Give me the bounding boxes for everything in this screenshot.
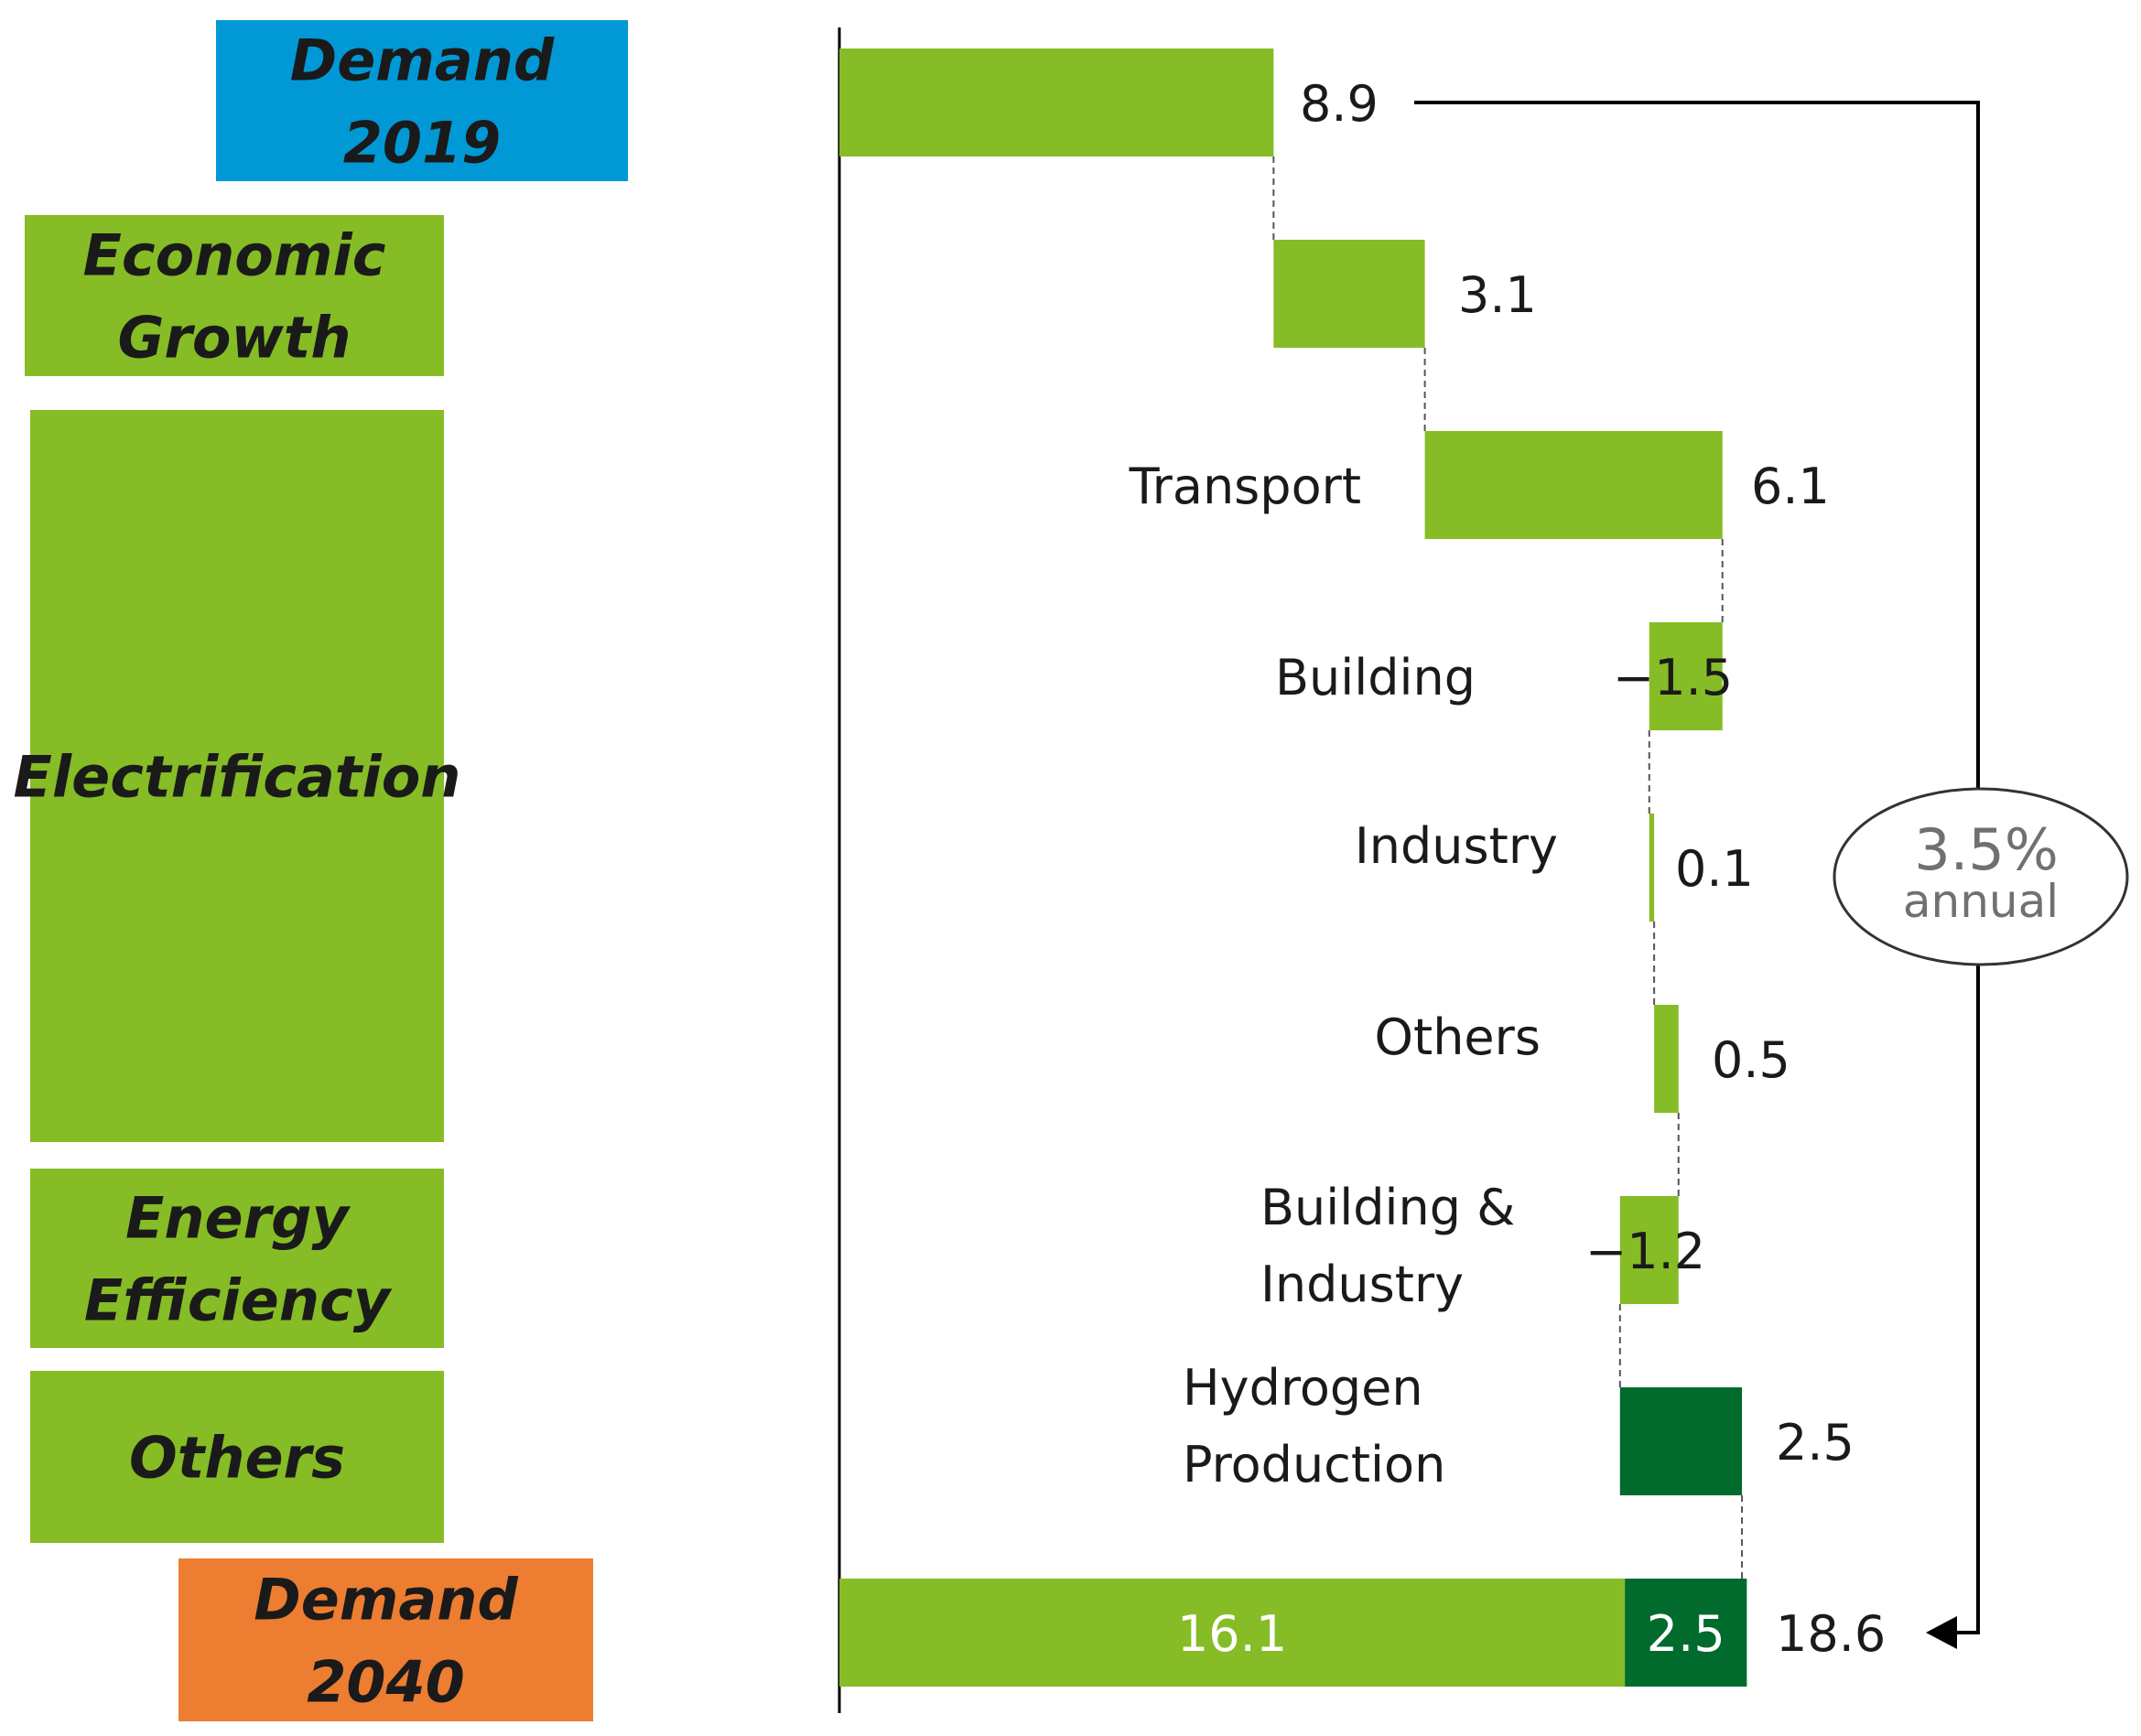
total-value-label: 18.6 <box>1776 1605 1886 1663</box>
bar-step-0 <box>839 49 1274 156</box>
value-label-step-2: 6.1 <box>1751 458 1830 515</box>
bar-labels: 8.9 3.1 6.1 Transport −1.5 Building 0.1 Industr… <box>1129 75 1887 1663</box>
growth-arrow: 3.5%annual <box>1414 101 2129 1649</box>
category-label-step-6: Building & Industry <box>1260 1179 1515 1313</box>
category-electrification-box <box>30 410 444 1142</box>
category-electrification: Electrification <box>14 410 461 1142</box>
value-label-step-5: 0.5 <box>1712 1031 1790 1089</box>
category-energy-efficiency-box <box>30 1169 444 1348</box>
category-demand-2040-label: Demand 2040 <box>254 1566 518 1715</box>
bar-step-6 <box>1619 1196 1679 1304</box>
waterfall-bars <box>839 49 1747 1687</box>
category-others: Others <box>30 1371 444 1543</box>
category-demand-2019-box <box>216 20 628 181</box>
bar-step-7 <box>1619 1387 1743 1495</box>
category-electrification-label: Electrification <box>14 743 461 810</box>
category-energy-efficiency-label: Energy Efficiency <box>84 1184 393 1333</box>
arrowhead-icon <box>1926 1616 1957 1649</box>
value-label-step-1: 3.1 <box>1458 266 1537 324</box>
category-label-step-3: Building <box>1275 649 1476 706</box>
bar-total-segment-1 <box>1625 1579 1747 1687</box>
value-label-step-0: 8.9 <box>1300 75 1379 133</box>
category-demand-2019-label: Demand 2019 <box>290 27 555 176</box>
total-segment-label-1: 2.5 <box>1647 1605 1725 1663</box>
category-demand-2040-box <box>178 1558 593 1721</box>
bar-total-segment-0 <box>839 1579 1626 1687</box>
category-label-step-2: Transport <box>1129 458 1361 515</box>
category-others-label: Others <box>129 1424 345 1491</box>
bar-step-1 <box>1273 240 1425 348</box>
category-label-step-5: Others <box>1375 1008 1541 1066</box>
annual-growth-ellipse <box>1833 787 2129 966</box>
category-label-step-7: Hydrogen Production <box>1183 1359 1445 1493</box>
connector-lines <box>1272 156 1744 1579</box>
category-legend: Demand 2019 Economic Growth Electrification E… <box>14 20 628 1721</box>
category-label-step-4: Industry <box>1355 817 1558 875</box>
category-others-box <box>30 1371 444 1543</box>
category-economic-growth-box <box>25 215 444 376</box>
value-label-step-3: −1.5 <box>1613 649 1733 706</box>
value-label-step-4: 0.1 <box>1675 840 1754 898</box>
annual-growth-caption: annual <box>1903 875 2059 928</box>
category-economic-growth: Economic Growth <box>25 215 444 376</box>
bar-step-2 <box>1424 431 1723 539</box>
category-demand-2040: Demand 2040 <box>178 1558 593 1721</box>
annual-growth-percent: 3.5% <box>1914 816 2059 883</box>
bar-step-4 <box>1649 814 1655 922</box>
total-segment-label-0: 16.1 <box>1177 1605 1287 1663</box>
category-demand-2019: Demand 2019 <box>216 20 628 181</box>
value-label-step-6: −1.2 <box>1585 1223 1705 1280</box>
category-energy-efficiency: Energy Efficiency <box>30 1169 444 1348</box>
bar-step-5 <box>1654 1005 1679 1113</box>
value-label-step-7: 2.5 <box>1776 1414 1854 1472</box>
bar-step-3 <box>1649 622 1723 730</box>
category-economic-growth-label: Economic Growth <box>82 221 385 371</box>
